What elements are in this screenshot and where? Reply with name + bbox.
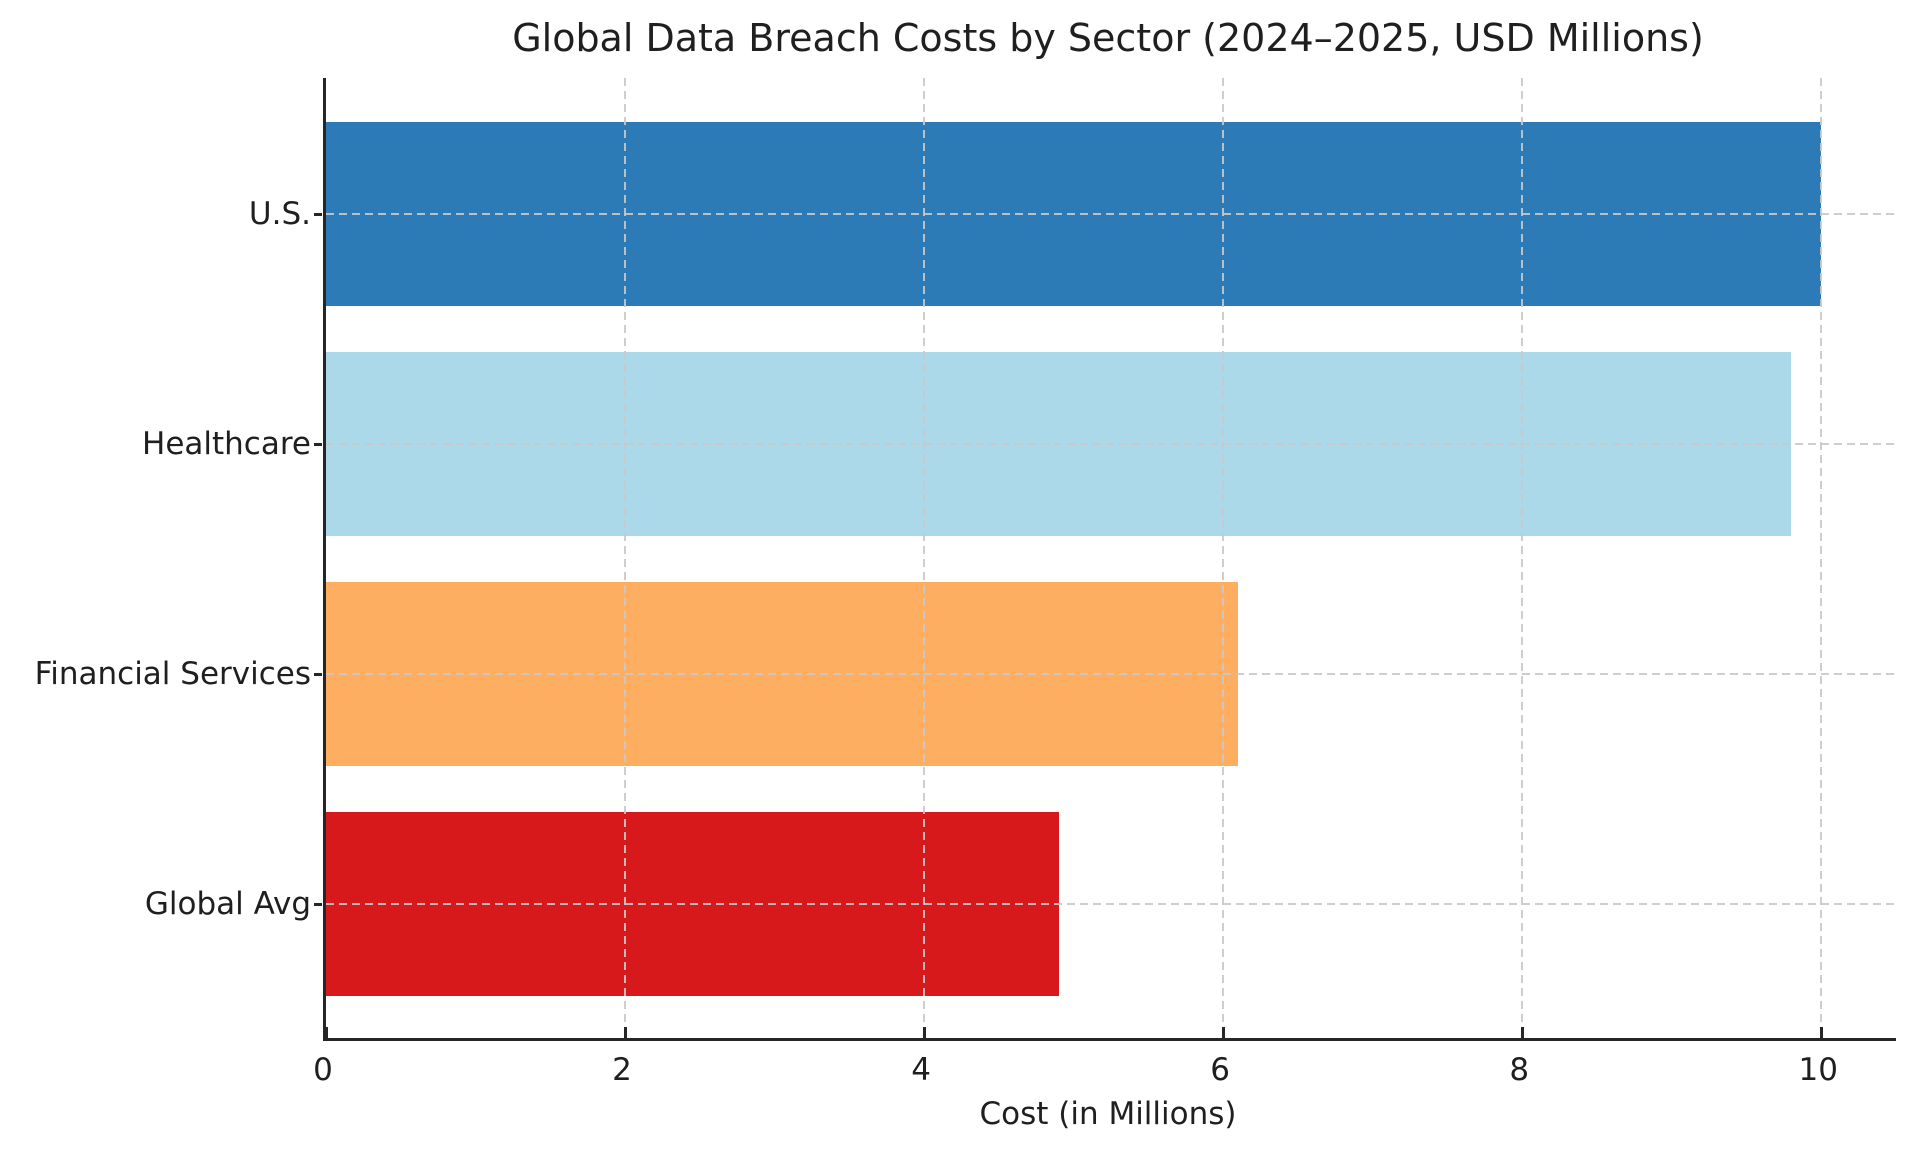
horizontal-gridline-u-s — [326, 213, 1896, 215]
vertical-gridline-x4 — [923, 78, 926, 1038]
horizontal-gridline-healthcare — [326, 443, 1896, 445]
x-tick-mark-8 — [1520, 1027, 1524, 1038]
horizontal-gridline-global-avg — [326, 903, 1896, 905]
y-tick-mark-global-avg — [314, 903, 322, 906]
x-tick-label-4: 4 — [911, 1052, 931, 1088]
vertical-gridline-x10 — [1820, 78, 1823, 1038]
vertical-gridline-x8 — [1521, 78, 1524, 1038]
x-tick-mark-4 — [922, 1027, 926, 1038]
chart-title: Global Data Breach Costs by Sector (2024… — [512, 16, 1704, 60]
x-tick-label-2: 2 — [612, 1052, 632, 1088]
category-label-healthcare: Healthcare — [142, 426, 311, 462]
category-label-global-avg: Global Avg — [144, 886, 311, 922]
y-tick-mark-financial-services — [314, 673, 322, 676]
x-axis-title: Cost (in Millions) — [979, 1096, 1237, 1132]
category-label-financial-services: Financial Services — [34, 656, 311, 692]
category-label-u-s: U.S. — [248, 196, 311, 232]
x-tick-label-10: 10 — [1798, 1052, 1838, 1088]
x-tick-label-8: 8 — [1509, 1052, 1530, 1088]
vertical-gridline-x2 — [624, 78, 627, 1038]
x-tick-mark-2 — [623, 1027, 627, 1038]
x-tick-label-6: 6 — [1210, 1052, 1231, 1088]
plot-area — [323, 78, 1896, 1041]
y-tick-mark-u-s — [314, 213, 322, 216]
x-tick-mark-6 — [1221, 1027, 1225, 1038]
x-tick-mark-10 — [1819, 1027, 1823, 1038]
x-tick-label-0: 0 — [313, 1052, 333, 1088]
horizontal-gridline-financial-services — [326, 673, 1896, 675]
y-tick-mark-healthcare — [314, 443, 322, 446]
y-axis-category-labels: U.S. Healthcare Financial Services Global A… — [0, 78, 311, 1038]
x-tick-mark-0 — [324, 1027, 328, 1038]
vertical-gridline-x6 — [1222, 78, 1225, 1038]
